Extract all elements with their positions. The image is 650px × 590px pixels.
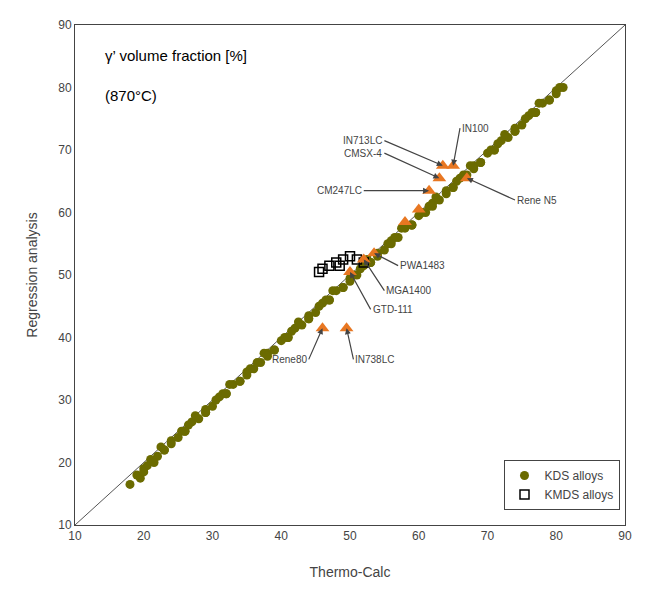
svg-text:(870°C): (870°C): [105, 87, 157, 104]
svg-text:Rene80: Rene80: [272, 354, 307, 365]
svg-text:10: 10: [68, 529, 82, 543]
svg-text:40: 40: [58, 331, 72, 345]
svg-text:Thermo-Calc: Thermo-Calc: [310, 564, 391, 580]
svg-text:30: 30: [206, 529, 220, 543]
svg-text:70: 70: [58, 143, 72, 157]
svg-text:PWA1483: PWA1483: [400, 260, 445, 271]
svg-text:80: 80: [550, 529, 564, 543]
svg-text:Rene N5: Rene N5: [517, 195, 557, 206]
svg-text:60: 60: [412, 529, 426, 543]
svg-text:90: 90: [618, 529, 632, 543]
svg-text:90: 90: [58, 18, 72, 32]
svg-text:30: 30: [58, 393, 72, 407]
svg-text:60: 60: [58, 206, 72, 220]
svg-text:KMDS alloys: KMDS alloys: [545, 488, 614, 502]
svg-text:50: 50: [58, 268, 72, 282]
svg-text:GTD-111: GTD-111: [373, 304, 413, 315]
svg-text:20: 20: [137, 529, 151, 543]
svg-text:CM247LC: CM247LC: [317, 185, 362, 196]
svg-text:10: 10: [58, 518, 72, 532]
svg-text:IN738LC: IN738LC: [355, 354, 394, 365]
svg-text:IN713LC: IN713LC: [343, 135, 382, 146]
svg-text:KDS alloys: KDS alloys: [545, 469, 604, 483]
svg-text:50: 50: [343, 529, 357, 543]
svg-text:80: 80: [58, 81, 72, 95]
svg-text:40: 40: [275, 529, 289, 543]
svg-text:γ’ volume fraction [%]: γ’ volume fraction [%]: [105, 47, 247, 64]
svg-text:20: 20: [58, 456, 72, 470]
svg-text:70: 70: [481, 529, 495, 543]
svg-text:CMSX-4: CMSX-4: [344, 148, 382, 159]
svg-text:MGA1400: MGA1400: [386, 285, 431, 296]
svg-text:IN100: IN100: [462, 123, 489, 134]
svg-text:Regression analysis: Regression analysis: [24, 212, 40, 337]
